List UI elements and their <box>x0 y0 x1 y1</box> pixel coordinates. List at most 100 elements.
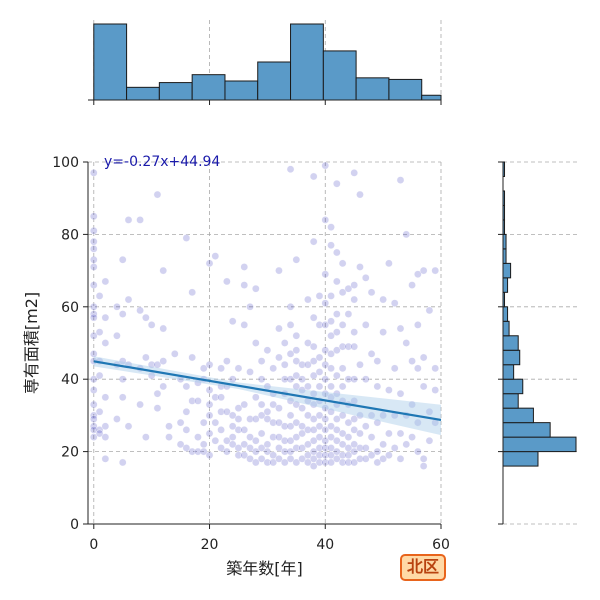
data-point <box>333 426 341 434</box>
data-point <box>327 350 335 358</box>
data-point <box>223 407 231 416</box>
data-point <box>182 234 191 242</box>
data-point <box>309 237 318 246</box>
data-point <box>101 393 110 402</box>
data-point <box>419 266 428 275</box>
data-point <box>217 364 225 373</box>
data-point <box>223 277 231 286</box>
data-point <box>309 400 318 409</box>
data-point <box>240 400 249 409</box>
data-point <box>252 415 260 423</box>
data-point <box>280 458 289 467</box>
data-point <box>194 447 202 456</box>
data-point <box>286 411 295 420</box>
data-point <box>390 444 399 452</box>
top-hist-bar <box>158 82 193 101</box>
data-point <box>292 357 301 365</box>
data-point <box>280 375 289 384</box>
data-point <box>373 357 382 365</box>
data-point <box>321 161 330 170</box>
data-point <box>304 426 312 434</box>
data-point <box>309 342 318 351</box>
data-point <box>309 371 318 380</box>
data-point <box>182 382 191 391</box>
data-point <box>89 331 98 340</box>
data-point <box>240 440 249 449</box>
data-point <box>361 444 370 452</box>
x-tick-label: 0 <box>89 537 98 553</box>
data-point <box>309 172 318 181</box>
data-point <box>205 411 214 420</box>
data-point <box>142 313 150 322</box>
regression-line <box>93 360 442 422</box>
data-point <box>315 321 324 329</box>
data-point <box>228 422 237 431</box>
data-point <box>356 444 364 452</box>
data-point <box>234 451 243 460</box>
district-badge: 北区 <box>400 554 447 581</box>
data-point <box>414 270 422 279</box>
data-point <box>188 397 196 405</box>
y-tick-label: 100 <box>52 155 79 171</box>
data-point <box>309 357 318 365</box>
data-point <box>240 426 249 434</box>
data-point <box>419 455 428 463</box>
data-point <box>321 299 330 307</box>
top-hist-bar <box>388 78 423 101</box>
data-point <box>89 375 98 384</box>
data-point <box>228 317 237 326</box>
data-point <box>113 331 121 340</box>
data-point <box>228 433 237 441</box>
data-point <box>356 263 364 271</box>
data-point <box>344 433 353 441</box>
right-hist-bar <box>502 422 551 438</box>
data-point <box>286 397 295 405</box>
data-point <box>396 176 405 184</box>
data-point <box>333 328 341 336</box>
data-point <box>298 429 306 438</box>
data-point <box>263 440 272 449</box>
data-point <box>327 433 335 441</box>
top-histogram <box>88 20 442 105</box>
data-point <box>101 433 110 441</box>
right-hist-bar <box>502 335 519 351</box>
data-point <box>257 357 266 365</box>
data-point <box>188 288 196 297</box>
data-point <box>257 400 266 409</box>
top-hist-bar <box>126 86 160 101</box>
data-point <box>321 458 330 467</box>
data-point <box>350 447 358 456</box>
data-point <box>263 407 272 416</box>
data-point <box>194 397 202 405</box>
data-point <box>350 426 358 434</box>
data-point <box>315 458 324 467</box>
data-point <box>327 292 335 300</box>
data-point <box>89 313 98 322</box>
data-point <box>350 375 358 384</box>
data-point <box>101 455 110 463</box>
data-point <box>275 404 283 412</box>
data-point <box>327 331 335 340</box>
data-point <box>367 433 376 441</box>
data-point <box>252 339 260 347</box>
right-hist-bar <box>502 451 539 467</box>
data-point <box>199 364 208 373</box>
data-point <box>350 328 358 336</box>
y-tick-label: 60 <box>61 300 79 316</box>
data-point <box>240 263 249 271</box>
data-point <box>309 436 318 445</box>
y-tick-label: 0 <box>70 517 79 533</box>
data-point <box>286 302 295 311</box>
data-point <box>327 223 335 231</box>
data-point <box>327 458 335 467</box>
data-point <box>327 364 335 373</box>
data-point <box>396 429 405 438</box>
data-point <box>350 342 358 351</box>
data-point <box>118 255 127 264</box>
data-point <box>147 360 156 369</box>
data-point <box>367 451 376 460</box>
data-point <box>211 436 220 445</box>
data-point <box>338 342 347 351</box>
data-point <box>211 252 220 260</box>
data-point <box>338 440 347 449</box>
